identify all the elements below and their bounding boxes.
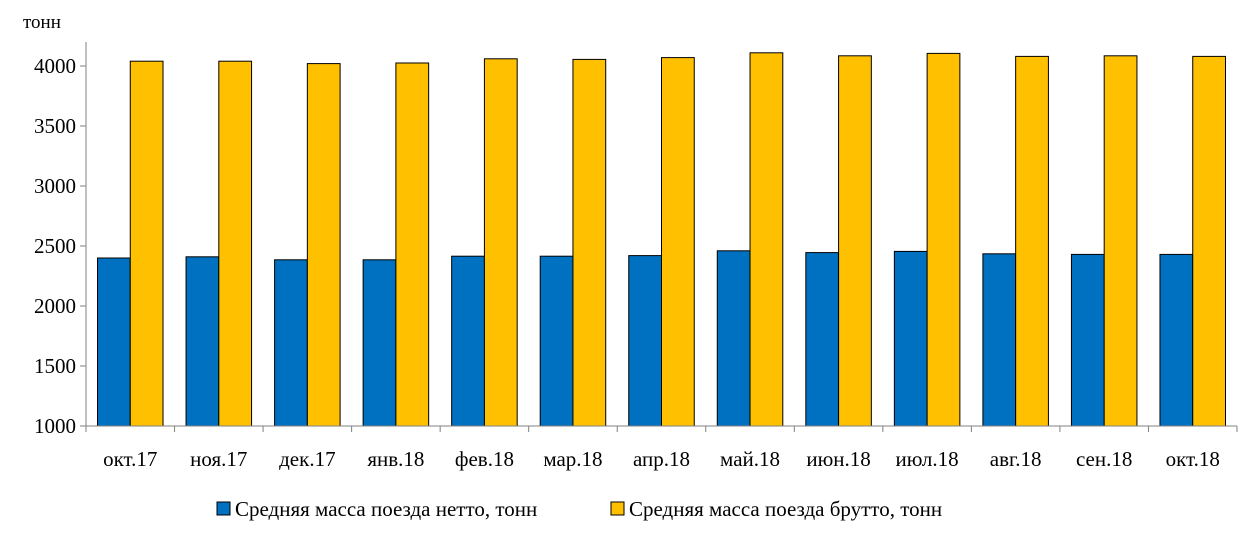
bar-brutto xyxy=(483,58,518,427)
x-tick-label: авг.18 xyxy=(990,447,1042,471)
x-tick-label: апр.18 xyxy=(633,447,690,471)
bar-brutto xyxy=(129,60,164,427)
y-tick-label: 1500 xyxy=(34,354,76,378)
bar-netto xyxy=(716,250,751,427)
bar-netto xyxy=(97,257,131,427)
bar-netto xyxy=(274,259,308,427)
y-axis-unit-label: тонн xyxy=(23,12,61,33)
legend-label-brutto: Средняя масса поезда брутто, тонн xyxy=(629,497,942,521)
bar-netto xyxy=(1159,253,1194,427)
bars-group xyxy=(97,52,1226,427)
y-tick-label: 3500 xyxy=(34,114,76,138)
bar-netto xyxy=(185,256,220,427)
x-tick-label: фев.18 xyxy=(455,447,514,471)
bar-netto xyxy=(451,255,485,427)
bar-netto xyxy=(362,259,397,427)
legend-swatch-brutto xyxy=(610,501,625,516)
bar-brutto xyxy=(838,55,872,427)
bar-brutto xyxy=(926,52,961,427)
x-tick-label: ноя.17 xyxy=(190,447,247,471)
legend: Средняя масса поезда нетто, тонн Средняя … xyxy=(216,497,942,521)
bar-netto xyxy=(1070,253,1105,427)
y-tick-label: 1000 xyxy=(34,414,76,438)
bar-brutto xyxy=(661,57,695,427)
y-axis-ticks: 1000 1500 2000 2500 3000 3500 4000 xyxy=(34,54,86,438)
bar-netto xyxy=(539,255,574,427)
x-tick-label: июл.18 xyxy=(896,447,959,471)
legend-swatch-netto xyxy=(216,501,231,516)
bar-netto xyxy=(982,253,1017,427)
bar-brutto xyxy=(1015,55,1049,427)
bar-brutto xyxy=(749,52,784,427)
x-tick-label: окт.17 xyxy=(103,447,157,471)
bar-brutto xyxy=(1103,55,1138,427)
bar-brutto xyxy=(218,60,253,427)
x-tick-label: сен.18 xyxy=(1076,447,1132,471)
bar-brutto xyxy=(395,62,430,427)
x-tick-label: июн.18 xyxy=(806,447,870,471)
x-axis-ticks: окт.17 ноя.17 дек.17 янв.18 фев.18 мар.18 апр.… xyxy=(85,426,1238,471)
y-tick-label: 2500 xyxy=(34,234,76,258)
bar-netto xyxy=(805,252,840,427)
x-tick-label: окт.18 xyxy=(1166,447,1220,471)
bar-brutto xyxy=(572,58,607,427)
x-tick-label: янв.18 xyxy=(367,447,424,471)
bar-netto xyxy=(893,250,928,427)
bar-brutto xyxy=(1192,55,1226,427)
x-tick-label: мар.18 xyxy=(543,447,602,471)
x-tick-label: дек.17 xyxy=(279,447,335,471)
bar-netto xyxy=(628,255,663,427)
y-tick-label: 3000 xyxy=(34,174,76,198)
y-tick-label: 4000 xyxy=(34,54,76,78)
y-tick-label: 2000 xyxy=(34,294,76,318)
bar-brutto xyxy=(306,63,341,427)
x-tick-label: май.18 xyxy=(720,447,780,471)
legend-label-netto: Средняя масса поезда нетто, тонн xyxy=(235,497,537,521)
